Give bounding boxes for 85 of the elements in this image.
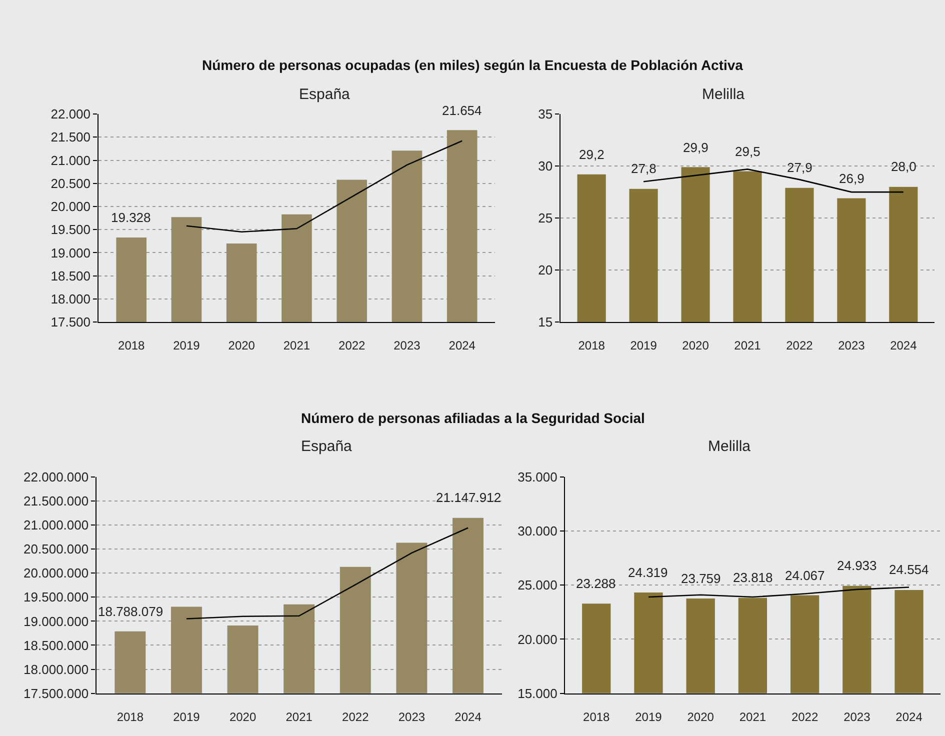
data-label: 23.818 <box>733 570 773 585</box>
data-label: 21.654 <box>442 103 482 118</box>
data-label: 24.554 <box>889 562 929 577</box>
x-tick-label: 2024 <box>896 710 923 724</box>
x-tick-label: 2022 <box>342 710 370 724</box>
x-tick-label: 2022 <box>338 338 366 353</box>
y-tick-label: 30.000 <box>518 524 558 539</box>
data-label: 29,5 <box>735 144 760 159</box>
x-tick-label: 2024 <box>454 710 482 724</box>
y-tick-label: 19.500.000 <box>24 590 89 605</box>
y-tick-label: 17.500 <box>50 314 91 330</box>
data-label: 24.067 <box>785 568 825 583</box>
data-label: 27,8 <box>631 161 656 176</box>
y-tick-label: 18.500 <box>50 268 91 284</box>
x-tick-label: 2022 <box>786 338 814 353</box>
y-tick-label: 25.000 <box>518 578 558 593</box>
x-tick-label: 2023 <box>844 710 871 724</box>
y-tick-label: 22.000.000 <box>24 469 89 484</box>
y-tick-label: 18.000 <box>50 291 91 306</box>
data-label: 23.759 <box>681 571 721 586</box>
y-tick-label: 19.000 <box>50 245 91 260</box>
x-tick-label: 2021 <box>734 338 762 353</box>
y-tick-label: 21.500 <box>50 130 91 145</box>
x-tick-label: 2018 <box>583 710 610 724</box>
x-tick-label: 2018 <box>578 338 606 353</box>
data-label: 27,9 <box>787 160 812 175</box>
y-tick-label: 15 <box>538 314 553 330</box>
y-tick-label: 21.000.000 <box>24 518 89 533</box>
data-label: 23.288 <box>576 576 616 591</box>
y-tick-label: 20.000.000 <box>24 566 89 581</box>
data-label: 29,2 <box>579 147 604 162</box>
x-tick-label: 2024 <box>448 338 476 353</box>
y-tick-label: 22.000 <box>50 106 91 122</box>
x-tick-label: 2022 <box>791 710 818 724</box>
chart-subtitle: Melilla <box>708 438 752 455</box>
y-tick-label: 17.500.000 <box>24 686 89 701</box>
x-tick-label: 2021 <box>283 338 310 353</box>
y-tick-label: 20.000 <box>50 199 91 214</box>
y-tick-label: 20.500 <box>50 176 91 191</box>
data-label: 21.147.912 <box>436 490 502 505</box>
y-tick-label: 18.500.000 <box>24 638 89 653</box>
x-tick-label: 2020 <box>228 338 256 353</box>
y-tick-label: 18.000.000 <box>24 662 89 677</box>
data-label: 26,9 <box>839 171 864 186</box>
y-tick-label: 20.000 <box>518 632 558 647</box>
chart-title: Número de personas ocupadas (en miles) según la Encuesta de Población Activa <box>202 57 744 73</box>
data-label: 24.319 <box>628 565 668 580</box>
data-label: 29,9 <box>683 140 708 155</box>
x-tick-label: 2020 <box>682 338 710 353</box>
x-tick-label: 2024 <box>890 338 918 353</box>
x-tick-label: 2023 <box>838 338 866 353</box>
data-label: 18.788.079 <box>98 604 164 619</box>
chart-subtitle: Melilla <box>702 86 746 103</box>
y-tick-label: 15.000 <box>518 686 558 701</box>
line-series <box>186 140 463 233</box>
chart-title: Número de personas afiliadas a la Seguridad Social <box>301 410 645 426</box>
x-tick-label: 2019 <box>635 710 662 724</box>
line-series <box>186 527 469 620</box>
data-label: 19.328 <box>111 210 151 225</box>
chart-subtitle: España <box>299 86 351 103</box>
x-tick-label: 2020 <box>229 710 256 724</box>
x-tick-label: 2018 <box>116 710 144 724</box>
y-tick-label: 21.500.000 <box>24 494 89 509</box>
x-tick-label: 2020 <box>687 710 714 724</box>
x-tick-label: 2021 <box>739 710 766 724</box>
data-label: 24.933 <box>837 558 877 573</box>
line-series <box>648 586 910 598</box>
y-tick-label: 20 <box>538 262 553 278</box>
data-label: 28,0 <box>891 159 916 174</box>
y-tick-label: 20.500.000 <box>24 542 89 557</box>
x-tick-label: 2023 <box>398 710 426 724</box>
y-tick-label: 19.500 <box>50 222 91 238</box>
y-tick-label: 19.000.000 <box>24 614 89 629</box>
y-tick-label: 30 <box>538 158 553 174</box>
x-tick-label: 2021 <box>286 710 313 724</box>
x-tick-label: 2019 <box>173 710 200 724</box>
x-tick-label: 2023 <box>394 338 421 353</box>
y-tick-label: 25 <box>538 210 553 226</box>
x-tick-label: 2018 <box>118 338 146 353</box>
chart-subtitle: España <box>301 438 353 455</box>
y-tick-label: 21.000 <box>50 152 91 168</box>
y-tick-label: 35 <box>538 106 553 122</box>
x-tick-label: 2019 <box>630 338 658 353</box>
x-tick-label: 2019 <box>173 338 200 353</box>
y-tick-label: 35.000 <box>518 469 558 484</box>
